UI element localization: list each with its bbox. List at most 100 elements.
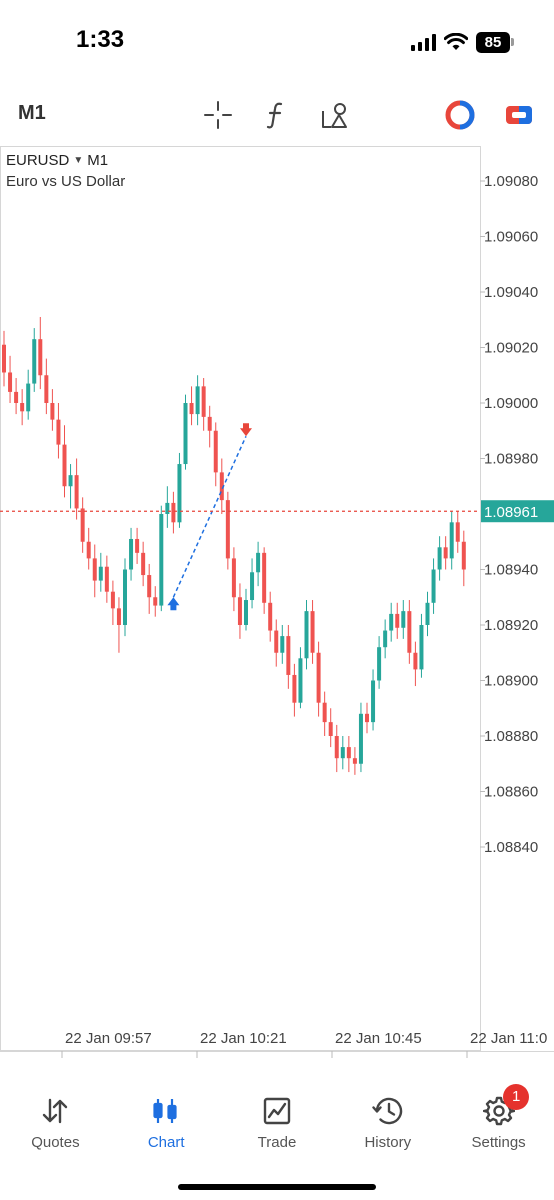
home-indicator[interactable] [178, 1184, 376, 1190]
buy-arrow-icon [167, 597, 180, 611]
candle [207, 416, 212, 431]
nav-item-chart[interactable]: Chart [111, 1078, 222, 1170]
objects-icon [322, 103, 347, 128]
candle [268, 602, 273, 631]
candle [250, 572, 255, 601]
wifi-icon [444, 33, 468, 50]
time-axis-label: 22 Jan 10:21 [200, 1030, 287, 1047]
chart-timeframe: M1 [87, 152, 109, 169]
sell-arrow-icon [240, 423, 252, 437]
symbol-switch-icon [506, 106, 532, 124]
candle [328, 722, 333, 736]
candle [201, 386, 206, 417]
candle [116, 608, 121, 625]
candle [280, 636, 285, 653]
candle [231, 558, 236, 598]
candle [92, 558, 97, 581]
candle [316, 652, 321, 703]
chart-symbol-header[interactable]: EURUSD ▼ M1 [6, 152, 108, 169]
candle [244, 600, 248, 625]
chart-candles-icon [153, 1099, 177, 1123]
candle [286, 636, 291, 675]
price-axis-label: 1.09040 [484, 284, 538, 301]
candle [298, 658, 303, 703]
nav-label: Settings [471, 1134, 526, 1151]
candle [219, 472, 224, 501]
candle [177, 464, 182, 523]
candle [183, 403, 188, 465]
candle [340, 747, 345, 759]
notification-badge: 1 [503, 1084, 530, 1110]
candle [237, 597, 242, 625]
candle [171, 502, 176, 523]
nav-label: History [364, 1134, 412, 1151]
nav-item-quotes[interactable]: Quotes [0, 1078, 111, 1170]
symbol-switch-button[interactable] [502, 98, 536, 132]
nav-label: Trade [257, 1134, 297, 1151]
candle [141, 552, 146, 576]
nav-item-history[interactable]: History [332, 1078, 443, 1170]
indicators-icon [266, 102, 283, 129]
time-axis-label: 22 Jan 10:45 [335, 1030, 422, 1047]
indicators-button[interactable] [259, 98, 293, 132]
candle [123, 569, 127, 625]
price-axis-label: 1.08940 [484, 562, 538, 579]
chart-toolbar: M1 [0, 90, 554, 138]
price-axis-label: 1.08860 [484, 784, 538, 801]
candle [38, 339, 43, 376]
candle [455, 522, 460, 542]
status-time: 1:33 [76, 26, 125, 53]
candle [401, 611, 406, 628]
candle [56, 419, 61, 445]
nav-item-trade[interactable]: Trade [222, 1078, 333, 1170]
candle [334, 736, 339, 759]
trade-connector-line [172, 435, 247, 598]
candle [50, 403, 55, 420]
candle [68, 475, 73, 487]
current-price-tag [481, 500, 554, 523]
candle [2, 344, 6, 373]
price-chart[interactable]: 1.08961 1.09080 1.09060 1.09040 1.09020 1.09… [0, 146, 554, 1060]
nav-item-settings[interactable]: Settings 1 [443, 1078, 554, 1170]
candle [135, 538, 140, 553]
candle [213, 430, 218, 473]
candle [407, 611, 412, 653]
price-axis-label: 1.08880 [484, 728, 538, 745]
candle [44, 375, 49, 403]
nav-label: Chart [147, 1134, 185, 1151]
price-axis-label: 1.08920 [484, 617, 538, 634]
candle [371, 680, 376, 723]
candle [104, 566, 109, 592]
chart-symbol-description: Euro vs US Dollar [6, 173, 126, 190]
candle [159, 514, 164, 606]
one-click-trading-button[interactable] [443, 98, 477, 132]
candle [383, 630, 388, 648]
candle [86, 541, 91, 559]
time-axis-label: 22 Jan 11:0 [470, 1030, 547, 1047]
candle [310, 611, 315, 653]
candle [74, 475, 79, 509]
timeframe-button[interactable]: M1 [18, 102, 46, 124]
candle [225, 500, 230, 559]
candle [377, 647, 382, 681]
candle [62, 444, 67, 487]
candle [389, 613, 394, 631]
nav-label: Quotes [31, 1134, 80, 1151]
candle [98, 566, 103, 581]
objects-button[interactable] [318, 98, 352, 132]
candle [358, 713, 363, 764]
current-price-label: 1.08961 [484, 504, 538, 521]
crosshair-button[interactable] [201, 98, 235, 132]
price-axis-label: 1.08980 [484, 451, 538, 468]
price-axis-label: 1.08900 [484, 673, 538, 690]
candle [110, 591, 115, 609]
candle [14, 391, 19, 403]
candle [365, 713, 369, 723]
candle [413, 652, 418, 670]
candle [395, 613, 400, 628]
candle [346, 747, 351, 759]
candle [431, 569, 436, 603]
chevron-down-icon: ▼ [73, 155, 84, 166]
candle [449, 522, 454, 559]
candle [165, 502, 170, 514]
